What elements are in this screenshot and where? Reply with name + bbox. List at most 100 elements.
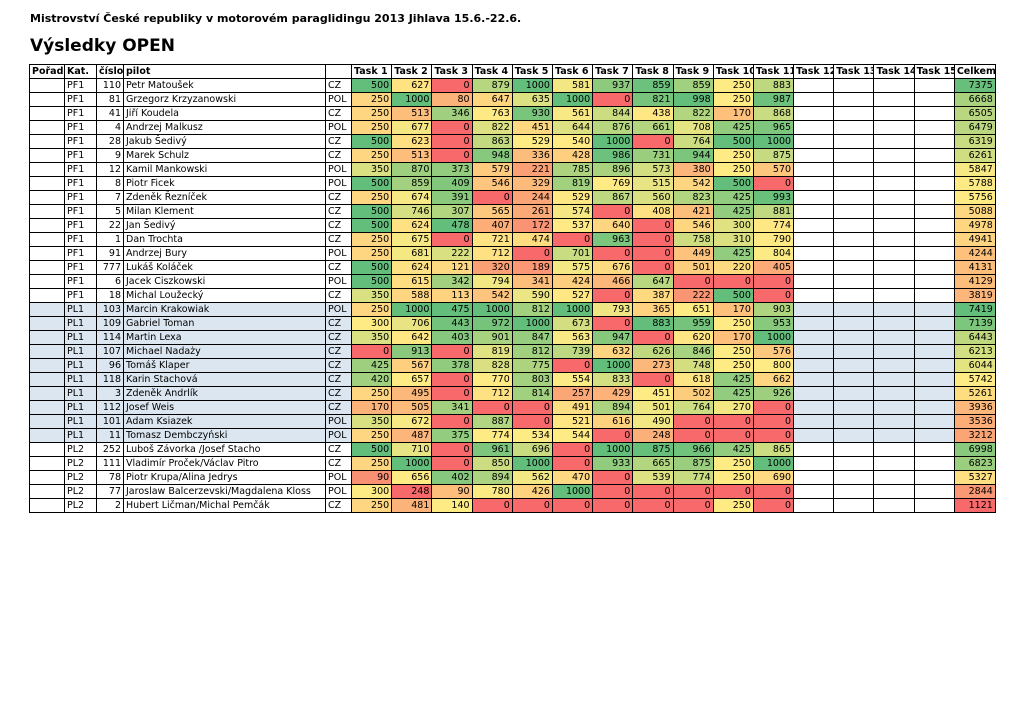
empty-cell [873,498,915,513]
task-score: 491 [551,400,594,415]
number-cell: 118 [96,372,124,387]
task-score: 731 [632,148,674,163]
number-cell: 11 [96,428,124,443]
empty-cell [833,78,875,93]
task-score: 770 [471,372,513,387]
task-score: 424 [551,274,594,289]
task-score: 336 [511,148,553,163]
task-score: 350 [350,414,393,429]
task-score: 250 [712,316,754,331]
task-score: 378 [431,358,473,373]
task-score: 0 [431,232,473,247]
rank-cell [29,470,65,485]
task-score: 250 [712,162,754,177]
task-score: 819 [471,344,513,359]
task-score: 570 [752,162,795,177]
total-score: 4941 [953,232,996,247]
column-header: Task 1 [350,64,393,79]
task-score: 350 [350,330,393,345]
task-score: 189 [511,260,553,275]
country-cell: POL [325,176,352,191]
pilot-cell: Lukáš Koláček [123,260,326,275]
task-score: 626 [632,344,674,359]
country-cell: POL [325,484,352,499]
number-cell: 110 [96,78,124,93]
task-score: 1000 [391,302,433,317]
task-score: 513 [391,148,433,163]
task-score: 721 [471,232,513,247]
task-score: 1000 [752,456,795,471]
empty-cell [913,372,955,387]
task-score: 542 [471,288,513,303]
country-cell: CZ [325,134,352,149]
number-cell: 112 [96,400,124,415]
task-score: 859 [672,78,714,93]
number-cell: 111 [96,456,124,471]
empty-cell [913,260,955,275]
task-score: 449 [672,246,714,261]
total-score: 5756 [953,190,996,205]
task-score: 500 [712,176,754,191]
task-score: 0 [431,134,473,149]
task-score: 1000 [511,316,553,331]
task-score: 0 [431,442,473,457]
task-score: 380 [672,162,714,177]
task-score: 466 [592,274,634,289]
task-score: 739 [551,344,594,359]
task-score: 90 [350,470,393,485]
task-score: 0 [672,498,714,513]
task-score: 0 [431,120,473,135]
task-score: 487 [391,428,433,443]
number-cell: 114 [96,330,124,345]
results-table: Pořadí Kat. číslo pilot Task 1 Task 2 Task 3 Ta… [29,64,996,513]
task-score: 575 [551,260,594,275]
task-score: 0 [592,246,634,261]
task-score: 329 [511,176,553,191]
pilot-cell: Hubert Ličman/Michal Pemčák [123,498,326,513]
country-cell: POL [325,92,352,107]
empty-cell [793,414,835,429]
empty-cell [793,190,835,205]
number-cell: 9 [96,148,124,163]
task-score: 170 [712,330,754,345]
task-score: 640 [592,218,634,233]
total-score: 5261 [953,386,996,401]
task-score: 0 [752,428,795,443]
pilot-row: PF1 5 Milan Klement CZ 500 746 307 565 261 574 0 40… [29,204,996,219]
task-score: 1000 [592,358,634,373]
task-score: 930 [511,106,553,121]
column-header: Task 8 [632,64,674,79]
number-cell: 5 [96,204,124,219]
task-score: 775 [511,358,553,373]
task-score: 758 [672,232,714,247]
task-score: 500 [350,134,393,149]
category-cell: PL2 [64,484,97,499]
task-score: 0 [511,400,553,415]
rank-cell [29,232,65,247]
pilot-row: PF1 9 Marek Schulz CZ 250 513 0 948 336 428 986 731… [29,148,996,163]
task-score: 408 [632,204,674,219]
task-score: 0 [431,414,473,429]
total-score: 5847 [953,162,996,177]
empty-cell [833,344,875,359]
task-score: 500 [712,288,754,303]
title: Mistrovství České republiky v motorovém … [30,12,522,25]
task-score: 803 [511,372,553,387]
empty-cell [833,176,875,191]
country-cell: POL [325,470,352,485]
task-score: 113 [431,288,473,303]
rank-cell [29,274,65,289]
total-score: 3936 [953,400,996,415]
task-score: 500 [350,176,393,191]
task-score: 425 [712,386,754,401]
column-header: pilot [123,64,326,79]
task-score: 819 [551,176,594,191]
empty-cell [793,148,835,163]
empty-cell [873,330,915,345]
rank-cell [29,442,65,457]
category-cell: PF1 [64,232,97,247]
empty-cell [873,442,915,457]
task-score: 896 [592,162,634,177]
task-score: 405 [752,260,795,275]
task-score: 0 [350,344,393,359]
